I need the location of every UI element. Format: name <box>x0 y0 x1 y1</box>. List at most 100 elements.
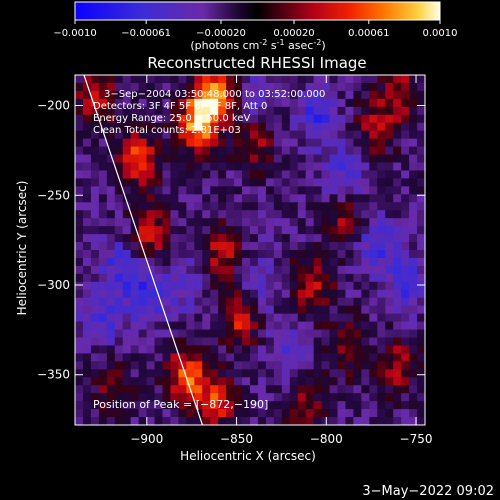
heatmap-cell <box>393 313 402 322</box>
heatmap-cell <box>202 345 211 354</box>
heatmap-cell <box>218 242 227 251</box>
heatmap-cell <box>90 130 100 140</box>
heatmap-cell <box>393 409 402 418</box>
heatmap-cell <box>146 273 155 283</box>
heatmap-cell <box>242 210 251 219</box>
heatmap-cell <box>393 353 402 362</box>
heatmap-cell <box>234 345 243 354</box>
heatmap-cell <box>178 242 187 251</box>
heatmap-cell <box>234 329 243 338</box>
heatmap-cell <box>75 393 84 402</box>
heatmap-cell <box>281 417 291 425</box>
heatmap-cell <box>273 194 283 203</box>
heatmap-cell <box>369 122 378 132</box>
heatmap-cell <box>114 345 124 354</box>
heatmap-cell <box>218 194 227 203</box>
heatmap-cell <box>417 337 425 346</box>
heatmap-cell <box>313 186 322 195</box>
heatmap-cell <box>417 417 425 425</box>
heatmap-cell <box>353 393 362 402</box>
heatmap-cell <box>393 361 402 370</box>
heatmap-cell <box>106 409 116 418</box>
heatmap-cell <box>345 130 354 140</box>
heatmap-cell <box>401 305 410 315</box>
heatmap-cell <box>202 114 211 124</box>
heatmap-cell <box>345 138 354 147</box>
heatmap-cell <box>226 234 235 243</box>
heatmap-cell <box>154 90 163 100</box>
heatmap-cell <box>130 178 140 187</box>
heatmap-cell <box>265 75 275 84</box>
heatmap-cell <box>162 226 171 235</box>
heatmap-cell <box>178 130 187 140</box>
heatmap-cell <box>353 385 362 394</box>
x-tick-label: −800 <box>310 432 343 446</box>
heatmap-cell <box>305 305 315 315</box>
heatmap-cell <box>162 385 171 394</box>
heatmap-cell <box>178 377 187 386</box>
heatmap-cell <box>234 90 243 100</box>
heatmap-cell <box>417 250 425 259</box>
heatmap-cell <box>98 218 108 227</box>
heatmap-cell <box>122 146 132 155</box>
heatmap-cell <box>75 234 84 243</box>
heatmap-cell <box>281 75 291 84</box>
heatmap-cell <box>210 98 219 108</box>
colorbar-tick-label: −0.00020 <box>196 28 246 39</box>
heatmap-cell <box>122 417 132 425</box>
heatmap-cell <box>90 385 100 394</box>
heatmap-cell <box>90 170 100 179</box>
heatmap-cell <box>106 82 116 92</box>
heatmap-cell <box>218 234 227 243</box>
heatmap-cell <box>154 273 163 283</box>
heatmap-cell <box>393 265 402 275</box>
heatmap-cell <box>146 281 155 291</box>
heatmap-cell <box>313 82 322 92</box>
heatmap-cell <box>401 393 410 402</box>
heatmap-cell <box>377 82 386 92</box>
heatmap-cell <box>361 409 370 418</box>
heatmap-cell <box>130 162 140 171</box>
heatmap-cell <box>313 369 322 378</box>
heatmap-cell <box>305 281 315 291</box>
colorbar-ticks: −0.0010 −0.00061 −0.00020 0.00020 0.00061 0.0… <box>53 20 458 39</box>
heatmap-cell <box>377 250 386 259</box>
heatmap-cell <box>114 313 124 322</box>
heatmap-cell <box>194 353 203 362</box>
heatmap-cell <box>337 393 346 402</box>
heatmap-cell <box>273 114 283 124</box>
heatmap-cell <box>194 337 203 346</box>
heatmap-cell <box>138 178 147 187</box>
heatmap-cell <box>170 122 179 132</box>
heatmap-cell <box>114 202 124 211</box>
heatmap-cell <box>361 321 370 330</box>
heatmap-cell <box>234 353 243 362</box>
heatmap-cell <box>401 106 410 116</box>
heatmap-cell <box>106 75 116 84</box>
heatmap-cell <box>202 106 211 116</box>
heatmap-cell <box>273 265 283 275</box>
heatmap-cell <box>90 98 100 108</box>
plot-frame <box>74 74 426 426</box>
heatmap-cell <box>210 393 219 402</box>
heatmap-cell <box>75 210 84 219</box>
heatmap-cell <box>401 202 410 211</box>
heatmap-cell <box>393 122 402 132</box>
heatmap-cell <box>321 106 330 116</box>
heatmap-cell <box>393 401 402 410</box>
heatmap-cell <box>321 114 330 124</box>
heatmap-cell <box>417 265 425 275</box>
heatmap-cell <box>305 90 315 100</box>
heatmap-cell <box>210 114 219 124</box>
heatmap-cell <box>250 122 259 132</box>
heatmap-cell <box>146 242 155 251</box>
heatmap-cell <box>186 75 195 84</box>
heatmap-cell <box>377 401 386 410</box>
heatmap-cell <box>226 154 235 163</box>
heatmap-cell <box>138 345 147 354</box>
heatmap-cell <box>138 226 147 235</box>
heatmap-cell <box>146 321 155 330</box>
colorbar-tick-label: 0.0010 <box>423 28 458 39</box>
heatmap-cell <box>313 75 322 84</box>
heatmap-cell <box>162 401 171 410</box>
